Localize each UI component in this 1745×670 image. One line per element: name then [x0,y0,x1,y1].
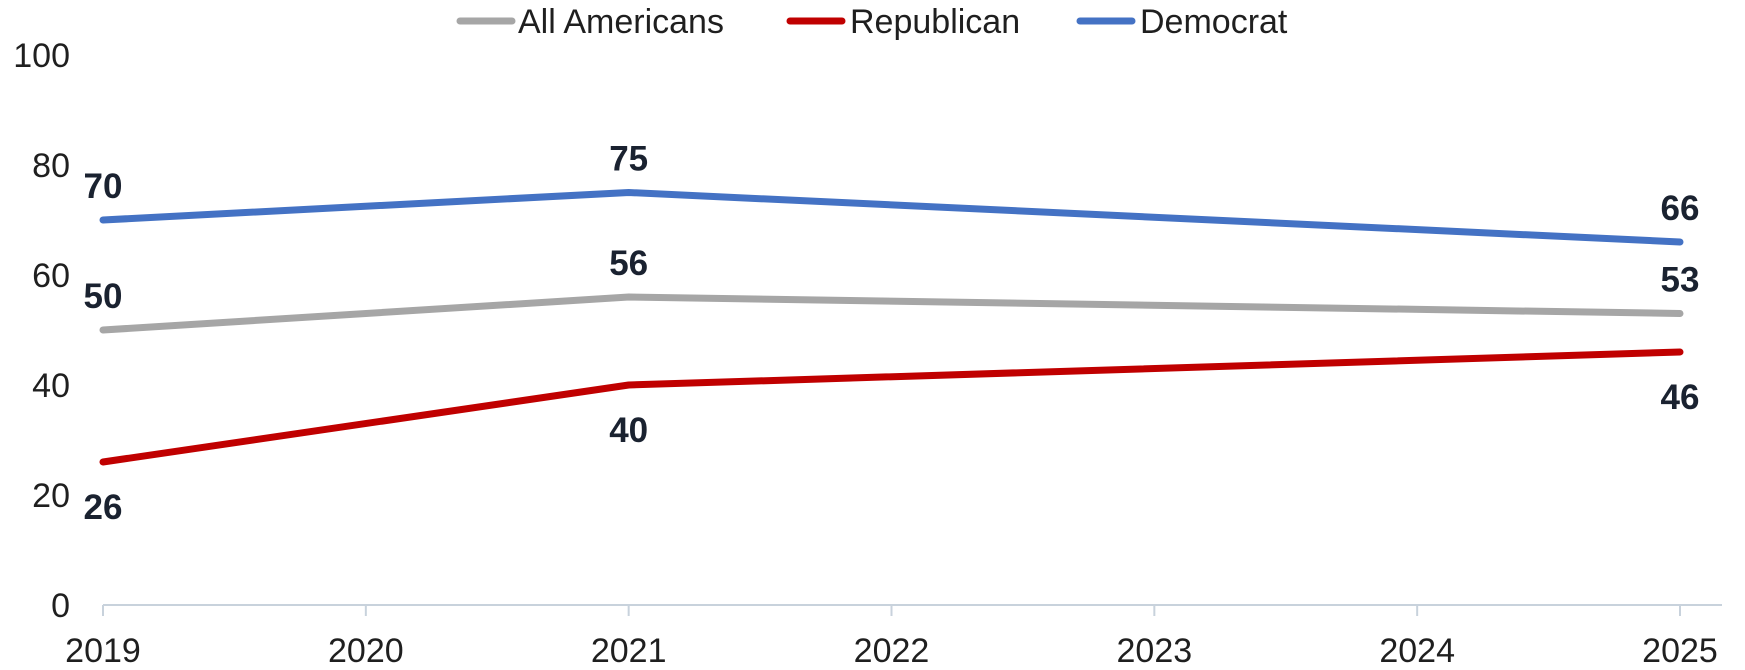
x-axis: 2019 2020 2021 2022 2023 2024 2025 [65,604,1722,670]
y-tick-label: 20 [32,477,70,515]
series-line-republican [99,348,1684,466]
legend-label: Democrat [1140,3,1288,41]
x-tick-label: 2024 [1379,632,1455,670]
x-tick-label: 2025 [1642,632,1718,670]
x-tick-label: 2020 [328,632,404,670]
series-line-all-americans [99,293,1684,334]
data-label: 53 [1661,261,1700,300]
y-tick-label: 100 [13,37,70,75]
legend-label: Republican [850,3,1020,41]
data-labels: 50 56 53 26 40 46 70 75 66 [84,140,1700,528]
series-lines [99,189,1684,466]
legend: All Americans Republican Democrat [456,3,1288,41]
data-label: 46 [1661,378,1700,417]
data-label: 50 [84,277,123,316]
data-label: 26 [84,488,123,527]
y-tick-label: 80 [32,147,70,185]
data-label: 56 [609,244,648,283]
y-axis: 0 20 40 60 80 100 [13,37,70,625]
y-tick-label: 60 [32,257,70,295]
x-tick-label: 2019 [65,632,141,670]
data-label: 70 [84,167,123,206]
legend-label: All Americans [518,3,724,41]
x-tick-label: 2023 [1117,632,1193,670]
data-label: 66 [1661,189,1700,228]
series-line-democrat [99,189,1684,246]
y-tick-label: 40 [32,367,70,405]
data-label: 40 [609,411,648,450]
data-label: 75 [609,140,648,179]
x-tick-label: 2021 [591,632,667,670]
x-tick-label: 2022 [854,632,930,670]
y-tick-label: 0 [51,587,70,625]
